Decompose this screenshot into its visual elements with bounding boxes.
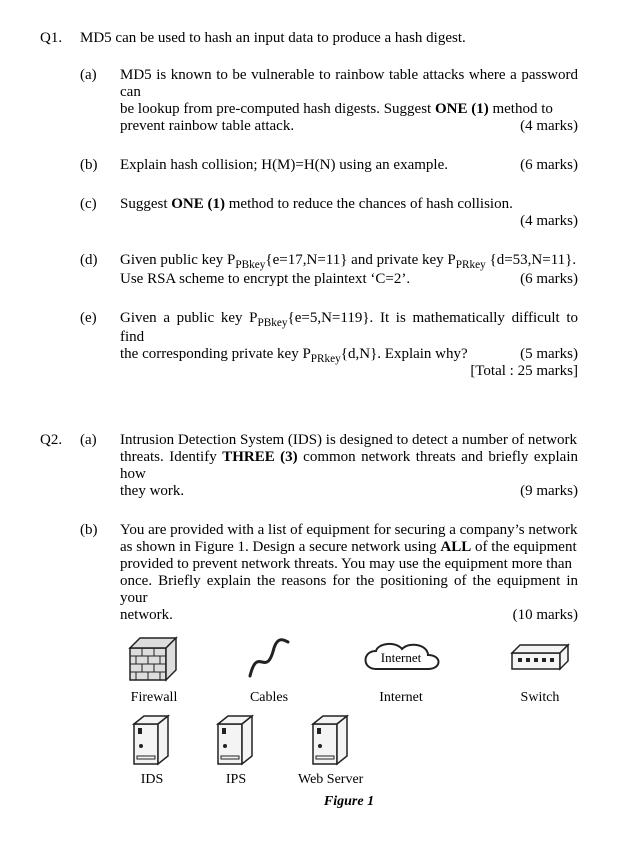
ids-icon: [130, 714, 174, 768]
q1-body: MD5 can be used to hash an input data to…: [80, 30, 578, 382]
q1-intro: MD5 can be used to hash an input data to…: [80, 30, 578, 47]
q1b: (b) Explain hash collision; H(M)=H(N) us…: [80, 157, 578, 174]
q2b-line1: You are provided with a list of equipmen…: [120, 522, 578, 539]
q2a-line3: they work. (9 marks): [120, 483, 578, 500]
q1-number: Q1.: [40, 30, 80, 382]
figure-web-server: Web Server: [298, 714, 363, 788]
q2a: (a) Intrusion Detection System (IDS) is …: [80, 432, 578, 500]
q1e-marks: (5 marks): [520, 346, 578, 363]
figure-row1: Firewall Cables: [120, 632, 578, 706]
switch-icon: [508, 632, 572, 686]
q2b-marks: (10 marks): [513, 607, 578, 624]
q1d: (d) Given public key PPBkey{e=17,N=11} a…: [80, 252, 578, 288]
q1e-label: (e): [80, 310, 120, 380]
figure-firewall: Firewall: [126, 632, 182, 706]
q1a-body: MD5 is known to be vulnerable to rainbow…: [120, 67, 578, 135]
figure-ips: IPS: [214, 714, 258, 788]
cables-icon: [244, 632, 294, 686]
q1d-marks: (6 marks): [520, 271, 578, 288]
q2-body: (a) Intrusion Detection System (IDS) is …: [80, 432, 578, 814]
q1a-label: (a): [80, 67, 120, 135]
q1-total: [Total : 25 marks]: [120, 363, 578, 380]
q2b-body: You are provided with a list of equipmen…: [120, 522, 578, 810]
q2b: (b) You are provided with a list of equi…: [80, 522, 578, 810]
q1e-body: Given a public key PPBkey{e=5,N=119}. It…: [120, 310, 578, 380]
question-q1: Q1. MD5 can be used to hash an input dat…: [40, 30, 578, 382]
q2b-line4: once. Briefly explain the reasons for th…: [120, 573, 578, 607]
q2a-line1: Intrusion Detection System (IDS) is desi…: [120, 432, 578, 449]
figure-ids: IDS: [130, 714, 174, 788]
q1a-line2: be lookup from pre-computed hash digests…: [120, 101, 578, 118]
figure-internet: Internet Internet: [356, 632, 446, 706]
q1e-line1: Given a public key PPBkey{e=5,N=119}. It…: [120, 310, 578, 346]
web-server-icon: [298, 714, 363, 768]
q1c-label: (c): [80, 196, 120, 230]
q1c-body: Suggest ONE (1) method to reduce the cha…: [120, 196, 578, 230]
firewall-icon: [126, 632, 182, 686]
q2b-line3: provided to prevent network threats. You…: [120, 556, 578, 573]
q1d-body: Given public key PPBkey{e=17,N=11} and p…: [120, 252, 578, 288]
q2-number: Q2.: [40, 432, 80, 814]
q1b-label: (b): [80, 157, 120, 174]
q2b-line2: as shown in Figure 1. Design a secure ne…: [120, 539, 578, 556]
q1b-marks: (6 marks): [520, 157, 578, 174]
svg-text:Internet: Internet: [381, 650, 422, 665]
q1d-label: (d): [80, 252, 120, 288]
q2b-label: (b): [80, 522, 120, 810]
q1b-body: Explain hash collision; H(M)=H(N) using …: [120, 157, 578, 174]
figure-row2: IDS: [120, 714, 578, 788]
question-q2: Q2. (a) Intrusion Detection System (IDS)…: [40, 432, 578, 814]
figure-switch: Switch: [508, 632, 572, 706]
ips-icon: [214, 714, 258, 768]
figure-cables: Cables: [244, 632, 294, 706]
q2a-marks: (9 marks): [520, 483, 578, 500]
q2b-line5: network. (10 marks): [120, 607, 578, 624]
q1a-line1: MD5 is known to be vulnerable to rainbow…: [120, 67, 578, 101]
q2a-label: (a): [80, 432, 120, 500]
q1c-marks: (4 marks): [520, 213, 578, 230]
figure-caption: Figure 1: [120, 794, 578, 810]
q2a-body: Intrusion Detection System (IDS) is desi…: [120, 432, 578, 500]
q1c: (c) Suggest ONE (1) method to reduce the…: [80, 196, 578, 230]
q1a: (a) MD5 is known to be vulnerable to rai…: [80, 67, 578, 135]
q1d-line1: Given public key PPBkey{e=17,N=11} and p…: [120, 252, 578, 271]
q2a-line2: threats. Identify THREE (3) common netwo…: [120, 449, 578, 483]
q1e: (e) Given a public key PPBkey{e=5,N=119}…: [80, 310, 578, 380]
q1d-line2: Use RSA scheme to encrypt the plaintext …: [120, 271, 578, 288]
internet-icon: Internet: [356, 632, 446, 686]
q1a-line3: prevent rainbow table attack. (4 marks): [120, 118, 578, 135]
q1a-marks: (4 marks): [520, 118, 578, 135]
